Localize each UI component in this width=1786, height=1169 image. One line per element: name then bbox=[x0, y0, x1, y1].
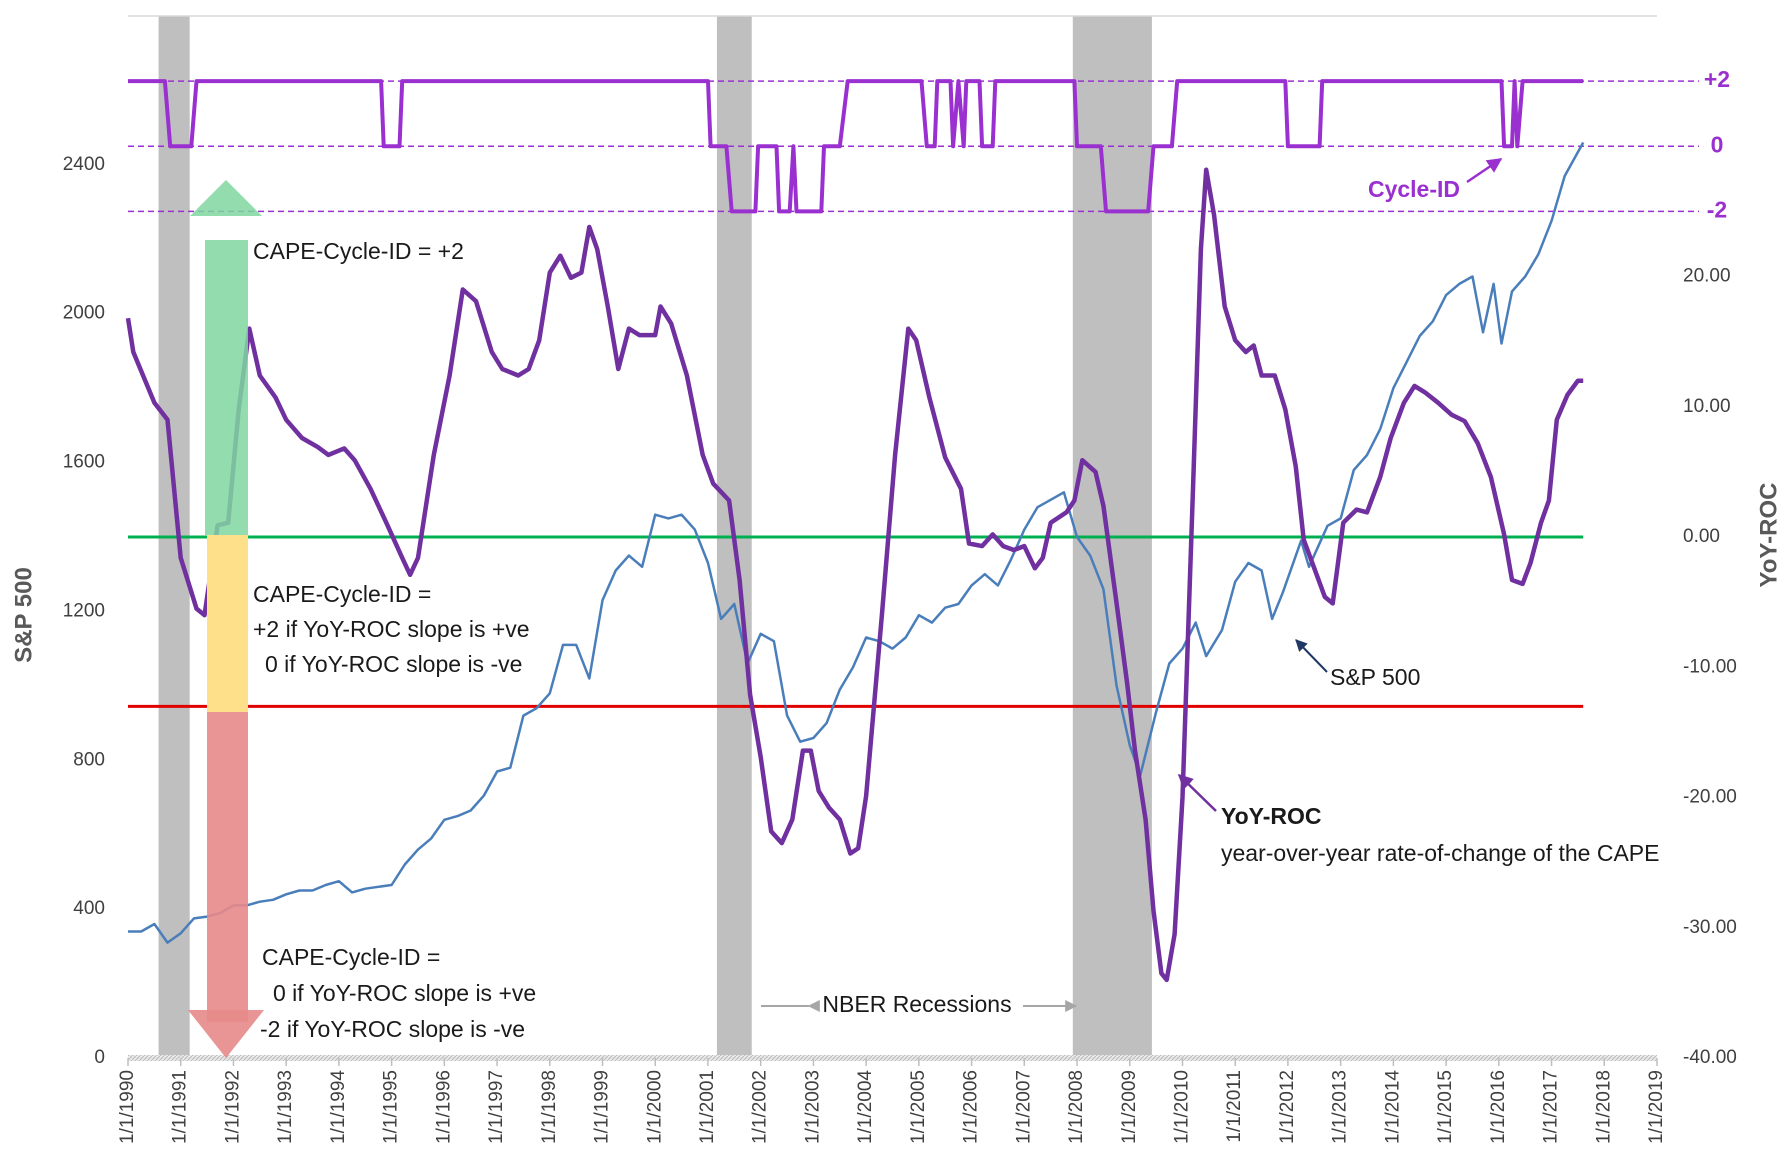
background-layer bbox=[128, 15, 1699, 1061]
down-arrow-head bbox=[188, 1010, 264, 1058]
y2-tick-label: -40.00 bbox=[1683, 1047, 1737, 1068]
x-tick-label: 1/1/2008 bbox=[1066, 1070, 1087, 1144]
x-tick-label: 1/1/2010 bbox=[1171, 1070, 1192, 1144]
annotation: -2 if YoY-ROC slope is -ve bbox=[260, 1016, 525, 1042]
x-tick-label: 1/1/2018 bbox=[1593, 1070, 1614, 1144]
x-tick-label: 1/1/2002 bbox=[750, 1070, 771, 1144]
y-tick-label: 0 bbox=[94, 1047, 105, 1068]
annotation: year-over-year rate-of-change of the CAP… bbox=[1221, 840, 1659, 866]
x-tick-label: 1/1/2004 bbox=[855, 1070, 876, 1144]
x-tick-label: 1/1/2013 bbox=[1330, 1070, 1351, 1144]
x-tick-label: 1/1/2005 bbox=[908, 1070, 929, 1144]
y-tick-label: 2400 bbox=[63, 154, 105, 175]
series-label: YoY-ROC bbox=[1221, 803, 1322, 829]
neutral-box bbox=[207, 535, 248, 712]
annotation: NBER Recessions bbox=[822, 991, 1011, 1017]
up-arrow-body bbox=[205, 240, 248, 535]
x-axis-band bbox=[128, 1055, 1657, 1061]
cycle-arrow bbox=[1466, 157, 1503, 184]
y2-tick-label: -30.00 bbox=[1683, 917, 1737, 938]
yoy-arrow bbox=[1177, 773, 1217, 812]
x-tick-label: 1/1/2017 bbox=[1541, 1070, 1562, 1144]
x-tick-label: 1/1/1990 bbox=[117, 1070, 138, 1144]
x-tick-label: 1/1/2006 bbox=[961, 1070, 982, 1144]
cycle-tick-label: +2 bbox=[1704, 66, 1730, 92]
cycle-tick-label: 0 bbox=[1711, 131, 1724, 157]
series-label: S&P 500 bbox=[1330, 664, 1420, 690]
y2-tick-label: -20.00 bbox=[1683, 787, 1737, 808]
series-line bbox=[125, 167, 1584, 983]
x-tick-label: 1/1/2003 bbox=[802, 1070, 823, 1144]
y2-tick-label: 20.00 bbox=[1683, 266, 1731, 287]
up-arrow-head bbox=[190, 180, 262, 216]
x-tick-label: 1/1/1993 bbox=[275, 1070, 296, 1144]
x-tick-label: 1/1/1991 bbox=[170, 1070, 191, 1144]
y-tick-label: 400 bbox=[73, 898, 105, 919]
y-tick-label: 800 bbox=[73, 749, 105, 770]
y2-tick-label: 10.00 bbox=[1683, 396, 1731, 417]
x-tick-label: 1/1/1996 bbox=[433, 1070, 454, 1144]
annotation: 0 if YoY-ROC slope is +ve bbox=[273, 980, 536, 1006]
series-line bbox=[128, 141, 1585, 944]
annotation: CAPE-Cycle-ID = bbox=[253, 581, 431, 607]
x-tick-label: 1/1/2009 bbox=[1119, 1070, 1140, 1144]
cycle-tick-label: -2 bbox=[1707, 196, 1727, 222]
series-label: Cycle-ID bbox=[1368, 176, 1460, 202]
annotation: +2 if YoY-ROC slope is +ve bbox=[253, 616, 530, 642]
x-tick-label: 1/1/1998 bbox=[539, 1070, 560, 1144]
x-tick-label: 1/1/1992 bbox=[222, 1070, 243, 1144]
x-tick-label: 1/1/2011 bbox=[1224, 1070, 1245, 1143]
y2-tick-label: 0.00 bbox=[1683, 526, 1720, 547]
series-line bbox=[128, 79, 1584, 214]
x-tick-label: 1/1/2012 bbox=[1277, 1070, 1298, 1144]
x-tick-label: 1/1/2016 bbox=[1488, 1070, 1509, 1144]
y2-tick-label: -10.00 bbox=[1683, 656, 1737, 677]
sp-arrow bbox=[1295, 639, 1328, 673]
x-tick-label: 1/1/2007 bbox=[1013, 1070, 1034, 1144]
down-arrow-body bbox=[207, 712, 248, 1022]
x-tick-label: 1/1/1997 bbox=[486, 1070, 507, 1144]
y-tick-label: 1200 bbox=[63, 600, 105, 621]
annotation: CAPE-Cycle-ID = +2 bbox=[253, 238, 464, 264]
x-tick-label: 1/1/2019 bbox=[1646, 1070, 1667, 1144]
annotation: 0 if YoY-ROC slope is -ve bbox=[265, 651, 522, 677]
x-tick-label: 1/1/1995 bbox=[381, 1070, 402, 1144]
annotation: CAPE-Cycle-ID = bbox=[262, 944, 440, 970]
y-tick-label: 1600 bbox=[63, 452, 105, 473]
y-axis-title: S&P 500 bbox=[10, 567, 37, 663]
x-tick-label: 1/1/2015 bbox=[1435, 1070, 1456, 1144]
y-tick-label: 2000 bbox=[63, 303, 105, 324]
annotation-arrows bbox=[188, 157, 1503, 1058]
x-tick-label: 1/1/2000 bbox=[644, 1070, 665, 1144]
x-tick-label: 1/1/2001 bbox=[697, 1070, 718, 1144]
x-tick-label: 1/1/1999 bbox=[592, 1070, 613, 1144]
x-tick-label: 1/1/1994 bbox=[328, 1070, 349, 1144]
x-tick-label: 1/1/2014 bbox=[1382, 1070, 1403, 1144]
y2-axis-title: YoY-ROC bbox=[1755, 483, 1782, 588]
